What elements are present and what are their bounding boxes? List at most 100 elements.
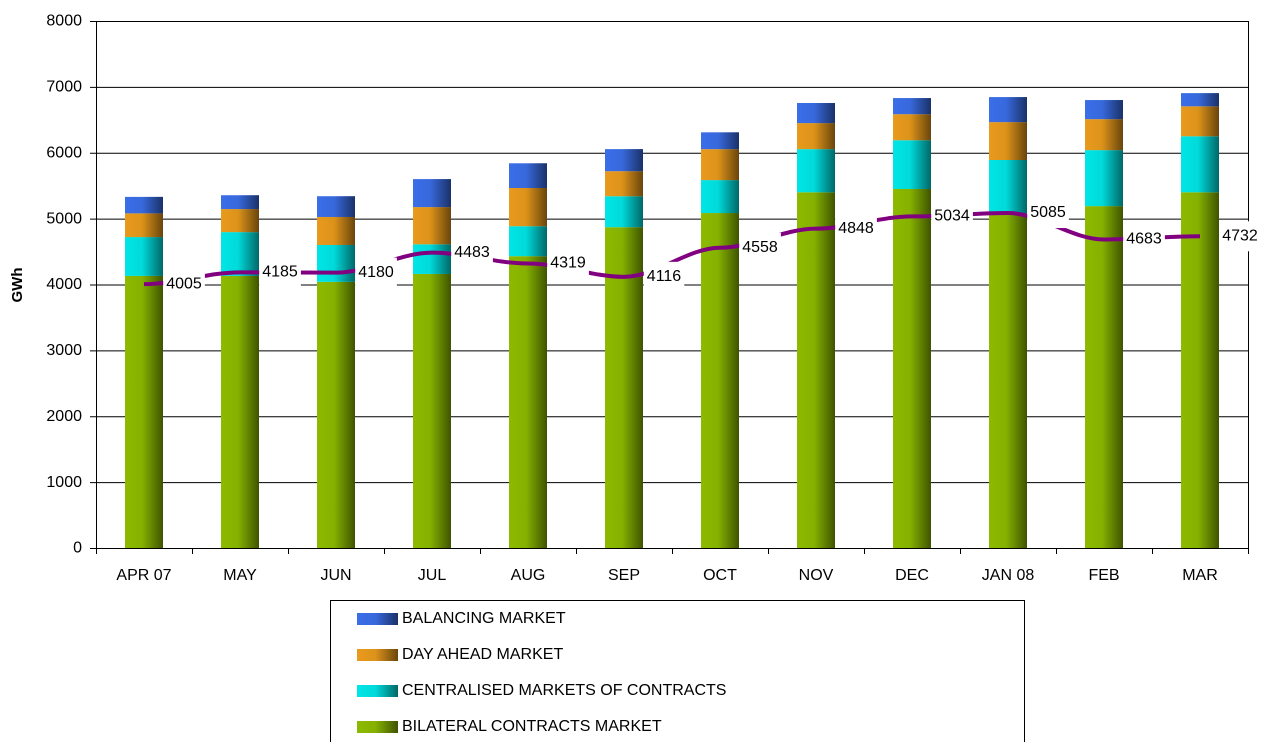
bar-shade <box>317 216 355 245</box>
data-label-bg <box>259 257 301 288</box>
bar-shade <box>1181 93 1219 107</box>
bar-shade <box>221 209 259 233</box>
y-tick-label: 1000 <box>46 474 82 491</box>
data-label-bg <box>1027 198 1069 229</box>
bar-shade <box>125 196 163 214</box>
bar-shade <box>413 273 451 548</box>
bar-shade <box>989 97 1027 123</box>
bar-shade <box>1085 119 1123 151</box>
y-tick-label: 4000 <box>46 276 82 293</box>
bar-shade <box>317 244 355 282</box>
bar-shade <box>605 227 643 548</box>
y-tick-label: 6000 <box>46 144 82 161</box>
bar-shade <box>605 196 643 228</box>
data-label-bg <box>547 248 589 279</box>
data-label-bg <box>739 232 781 263</box>
x-tick-label: JUN <box>320 567 351 584</box>
bar-shade <box>797 103 835 124</box>
bar-shade <box>509 256 547 548</box>
y-tick-label: 2000 <box>46 408 82 425</box>
bar-shade <box>1085 150 1123 207</box>
data-label: 4005 <box>166 275 202 292</box>
bar-shade <box>797 149 835 193</box>
bar-shade <box>125 275 163 548</box>
y-tick-label: 8000 <box>46 13 82 30</box>
data-label: 4558 <box>742 239 778 256</box>
data-label: 5034 <box>934 208 970 225</box>
legend-label: BALANCING MARKET <box>402 610 566 627</box>
bar-shade <box>1085 100 1123 120</box>
data-label-bg <box>835 213 877 244</box>
legend-box <box>330 600 1025 742</box>
bar-shade <box>1181 192 1219 548</box>
data-label: 5085 <box>1030 204 1066 221</box>
x-tick-label: SEP <box>608 567 640 584</box>
bar-shade <box>509 163 547 188</box>
data-label: 4483 <box>454 244 490 261</box>
bar-shade <box>893 114 931 141</box>
bar-shade <box>413 179 451 208</box>
legend-label: CENTRALISED MARKETS OF CONTRACTS <box>402 682 726 699</box>
legend-swatch-shade <box>357 649 398 661</box>
x-tick-label: JUL <box>418 567 447 584</box>
bar-shade <box>989 213 1027 549</box>
bar-shade <box>317 196 355 217</box>
legend-swatch-shade <box>357 685 398 697</box>
x-tick-label: AUG <box>511 567 546 584</box>
bar-shade <box>701 149 739 181</box>
bar-shade <box>413 244 451 274</box>
data-label-bg <box>1123 224 1165 255</box>
bar-shade <box>605 171 643 197</box>
bar-shade <box>509 187 547 227</box>
data-label-bg <box>163 269 205 300</box>
bar-shade <box>125 213 163 238</box>
bar-shade <box>221 232 259 276</box>
data-label: 4180 <box>358 264 394 281</box>
x-tick-label: APR 07 <box>116 567 171 584</box>
bar-shade <box>1181 106 1219 137</box>
bar-shade <box>989 159 1027 214</box>
data-label: 4732 <box>1222 227 1258 244</box>
bar-shade <box>1085 206 1123 548</box>
data-label: 4319 <box>550 255 586 272</box>
bar-shade <box>221 275 259 548</box>
data-label-bg <box>931 201 973 232</box>
bar-shade <box>701 180 739 214</box>
x-tick-label: OCT <box>703 567 737 584</box>
bar-shade <box>893 98 931 115</box>
bar-shade <box>317 281 355 548</box>
y-axis-label: GWh <box>9 268 26 303</box>
legend-label: BILATERAL CONTRACTS MARKET <box>402 718 662 735</box>
bar-shade <box>893 188 931 548</box>
legend-label: DAY AHEAD MARKET <box>402 646 563 663</box>
data-label: 4116 <box>647 268 682 285</box>
bar-shade <box>701 132 739 150</box>
data-label: 4185 <box>262 264 298 281</box>
data-label-bg <box>355 257 397 288</box>
data-label-bg <box>643 261 685 292</box>
bar-shade <box>125 237 163 276</box>
bar-shade <box>701 213 739 548</box>
bar-shade <box>893 140 931 189</box>
y-tick-label: 0 <box>73 540 82 557</box>
x-tick-label: NOV <box>799 567 834 584</box>
y-tick-label: 7000 <box>46 79 82 96</box>
x-tick-label: JAN 08 <box>982 567 1035 584</box>
data-label-bg <box>1219 221 1261 252</box>
bar-shade <box>509 226 547 257</box>
x-tick-label: MAR <box>1182 567 1218 584</box>
bar-shade <box>221 195 259 210</box>
data-label-bg <box>451 237 493 268</box>
line <box>143 211 1201 287</box>
legend-swatch-shade <box>357 613 398 625</box>
y-tick-label: 5000 <box>46 210 82 227</box>
x-tick-label: FEB <box>1088 567 1119 584</box>
bar-shade <box>797 123 835 150</box>
x-tick-label: MAY <box>223 567 257 584</box>
legend-swatch-shade <box>357 721 398 733</box>
bar-shade <box>989 122 1027 160</box>
data-label: 4683 <box>1126 231 1162 248</box>
bar-shade <box>1181 136 1219 193</box>
x-tick-label: DEC <box>895 567 929 584</box>
